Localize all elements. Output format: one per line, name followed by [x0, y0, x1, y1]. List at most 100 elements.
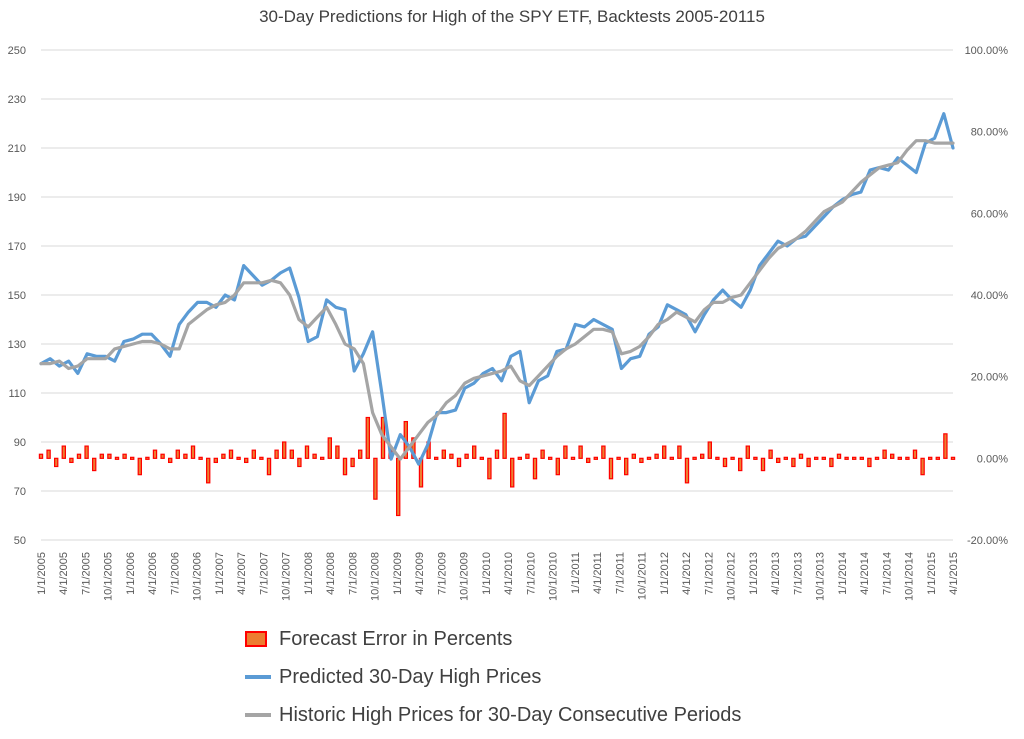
error-bar: [69, 457, 74, 464]
error-bar: [844, 456, 849, 460]
error-bar: [927, 456, 933, 460]
error-bar: [282, 441, 287, 459]
x-tick-label: 10/1/2011: [637, 552, 649, 600]
x-tick-label: 1/1/2011: [570, 552, 582, 594]
error-bar: [456, 457, 462, 468]
legend-swatch-line: [245, 675, 271, 679]
left-tick-label: 70: [14, 486, 26, 498]
legend-swatch-bar: [245, 631, 267, 647]
error-bar: [251, 449, 256, 459]
error-bar: [616, 456, 621, 460]
error-bar: [601, 445, 606, 459]
error-bar: [517, 456, 523, 460]
error-bar: [867, 457, 872, 468]
error-bar: [259, 456, 264, 460]
x-tick-label: 4/1/2010: [503, 552, 515, 595]
error-bar: [137, 457, 142, 476]
x-tick-label: 10/1/2007: [281, 552, 293, 601]
x-tick-label: 7/1/2012: [703, 552, 715, 595]
error-bar: [228, 449, 234, 459]
error-bar: [449, 453, 454, 459]
price-lines: [39, 112, 955, 466]
error-bar: [53, 457, 59, 468]
error-bar: [829, 457, 834, 468]
error-bar: [122, 453, 127, 459]
error-bar: [874, 456, 880, 460]
left-tick-label: 210: [8, 143, 26, 155]
error-bar: [206, 457, 211, 484]
gridlines: [41, 49, 953, 541]
left-tick-label: 50: [14, 535, 26, 547]
legend-item-predicted: Predicted 30-Day High Prices: [245, 658, 741, 696]
left-tick-label: 230: [8, 94, 26, 106]
error-bar: [274, 449, 279, 459]
left-y-axis: 50 70 90 110 130 150 170 190 210 230 250: [8, 45, 26, 547]
legend-label: Historic High Prices for 30-Day Consecut…: [279, 703, 742, 726]
x-tick-label: 10/1/2005: [103, 552, 115, 601]
error-bar: [943, 433, 948, 459]
error-bar: [525, 453, 530, 459]
left-tick-label: 150: [8, 290, 26, 302]
error-bar: [912, 449, 918, 459]
x-tick-label: 7/1/2010: [525, 552, 537, 595]
x-tick-label: 7/1/2008: [347, 552, 359, 595]
x-tick-label: 1/1/2010: [481, 552, 493, 595]
error-bar: [114, 456, 120, 460]
left-tick-label: 170: [8, 241, 26, 253]
error-bar: [76, 453, 82, 459]
x-tick-label: 1/1/2015: [926, 552, 938, 595]
error-bar: [145, 456, 150, 460]
error-bar: [593, 456, 599, 460]
error-bar: [221, 453, 226, 459]
x-tick-label: 1/1/2014: [837, 552, 849, 595]
error-bar: [168, 457, 173, 464]
error-bar: [190, 445, 196, 459]
error-bar: [175, 449, 180, 459]
error-bar: [563, 445, 568, 459]
error-bar: [753, 456, 758, 460]
legend-item-error: Forecast Error in Percents: [245, 620, 741, 658]
error-bar: [745, 445, 751, 459]
error-bar: [654, 453, 659, 459]
error-bar: [532, 457, 538, 480]
legend-label: Forecast Error in Percents: [279, 627, 513, 650]
error-bar: [84, 445, 89, 459]
error-bar: [61, 445, 67, 459]
x-tick-label: 7/1/2011: [614, 552, 626, 594]
x-tick-label: 4/1/2015: [948, 552, 960, 595]
error-bar: [570, 456, 576, 460]
error-bar: [699, 453, 705, 459]
right-tick-label: 100.00%: [965, 45, 1009, 57]
x-tick-label: 7/1/2005: [80, 552, 92, 595]
error-bar: [99, 453, 104, 459]
error-bar: [578, 445, 583, 459]
error-bar: [623, 457, 629, 476]
error-bar: [585, 457, 591, 464]
error-bar: [297, 457, 302, 468]
legend: Forecast Error in Percents Predicted 30-…: [245, 620, 741, 734]
error-bar: [266, 457, 272, 476]
error-bar: [836, 453, 842, 459]
error-bar: [244, 457, 249, 464]
legend-swatch-line: [245, 713, 271, 717]
x-tick-label: 10/1/2006: [192, 552, 204, 601]
error-bar: [555, 457, 561, 476]
error-bar: [152, 449, 158, 459]
error-bar: [327, 437, 333, 459]
x-tick-label: 10/1/2010: [548, 552, 560, 601]
error-bar: [646, 456, 652, 460]
error-bar: [707, 441, 713, 459]
right-tick-label: 60.00%: [971, 208, 1009, 220]
error-bar: [608, 457, 614, 480]
error-bar: [46, 449, 51, 459]
x-tick-label: 4/1/2014: [859, 552, 871, 595]
error-bar: [213, 457, 218, 464]
left-tick-label: 130: [8, 339, 26, 351]
error-bar: [821, 456, 827, 460]
error-bar: [320, 456, 325, 460]
error-bar: [107, 453, 112, 459]
x-tick-label: 7/1/2014: [881, 552, 893, 595]
error-bar: [669, 456, 675, 460]
error-bar: [806, 457, 811, 468]
error-bar: [350, 457, 355, 468]
